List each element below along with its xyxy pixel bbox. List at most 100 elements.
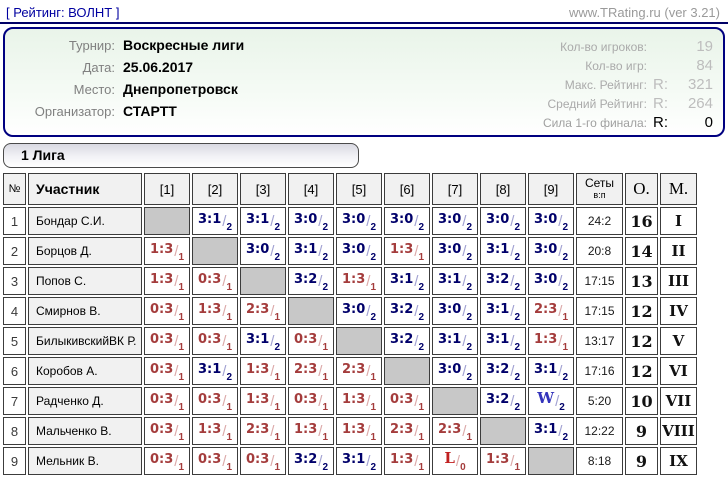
match-score: 3:1 — [485, 331, 510, 347]
score-slash: / — [366, 452, 371, 470]
match-points: 2 — [562, 281, 569, 293]
match-score: 0:3 — [149, 361, 174, 377]
score-slash: / — [462, 422, 467, 440]
match-score: 3:1 — [245, 211, 270, 227]
match-column-header: [1] — [144, 173, 190, 205]
score-slash: / — [510, 302, 515, 320]
match-points: 1 — [178, 461, 185, 473]
diagonal-cell — [480, 417, 526, 445]
score-slash: / — [270, 332, 275, 350]
match-score: W — [537, 389, 555, 407]
player-name-cell: Мальченко В. — [28, 417, 142, 445]
match-score: 3:1 — [341, 451, 366, 467]
score-slash: / — [414, 242, 419, 260]
info-stat-row: Макс. Рейтинг: R: 321 — [543, 76, 713, 95]
match-result-cell: 2:3/1 — [288, 357, 334, 385]
match-points: 2 — [514, 371, 521, 383]
match-result-cell: 3:0/2 — [432, 297, 478, 325]
match-result-cell: 3:2/2 — [480, 267, 526, 295]
match-column-header: [6] — [384, 173, 430, 205]
match-result-cell: 3:0/2 — [528, 267, 574, 295]
match-points: 2 — [322, 281, 329, 293]
match-result-cell: 1:3/1 — [336, 387, 382, 415]
match-points: 2 — [274, 341, 281, 353]
info-stat-label: Сила 1-го финала: — [542, 116, 647, 130]
stat-number: 321 — [687, 76, 713, 93]
match-points: 1 — [322, 341, 329, 353]
score-slash: / — [318, 422, 323, 440]
match-column-header: [3] — [240, 173, 286, 205]
score-slash: / — [366, 422, 371, 440]
match-result-cell: 0:3/1 — [144, 327, 190, 355]
info-field-label: Дата: — [82, 60, 115, 75]
player-number-cell: 3 — [3, 267, 26, 295]
score-slash: / — [414, 212, 419, 230]
player-row: 2 Борцов Д. 1:3/1 3:0/2 3:1/2 3:0/2 1:3/1 3:0/2… — [3, 237, 697, 265]
match-score: 0:3 — [197, 271, 222, 287]
match-column-header: [2] — [192, 173, 238, 205]
points-cell: 14 — [625, 237, 658, 265]
match-score: 3:0 — [293, 211, 318, 227]
match-points: 1 — [226, 401, 233, 413]
match-score: 3:0 — [437, 361, 462, 377]
player-name-cell: Попов С. — [28, 267, 142, 295]
match-result-cell: 0:3/1 — [192, 447, 238, 475]
match-points: 2 — [370, 311, 377, 323]
diagonal-cell — [336, 327, 382, 355]
score-slash: / — [366, 392, 371, 410]
player-number-cell: 8 — [3, 417, 26, 445]
match-points: 2 — [559, 402, 565, 413]
match-score: 3:0 — [341, 241, 366, 257]
match-result-cell: 3:2/2 — [384, 327, 430, 355]
match-score: 1:3 — [389, 451, 414, 467]
match-result-cell: 3:0/2 — [528, 237, 574, 265]
points-cell: 9 — [625, 417, 658, 445]
score-slash: / — [414, 392, 419, 410]
match-result-cell: 0:3/1 — [288, 327, 334, 355]
match-points: 1 — [370, 371, 377, 383]
match-points: 1 — [178, 341, 185, 353]
score-slash: / — [174, 452, 179, 470]
match-result-cell: 1:3/1 — [192, 297, 238, 325]
match-points: 2 — [274, 251, 281, 263]
sets-cell: 17:16 — [576, 357, 623, 385]
match-score: 1:3 — [293, 421, 318, 437]
match-points: 2 — [514, 221, 521, 233]
match-score: 1:3 — [149, 271, 174, 287]
match-result-cell: 3:1/2 — [192, 207, 238, 235]
match-points: 2 — [466, 281, 473, 293]
place-cell: III — [660, 267, 697, 295]
match-points: 2 — [514, 401, 521, 413]
match-score: 3:0 — [389, 211, 414, 227]
results-table-header-row: № Участник [1] [2] [3] [4] [5] [6] [7] [8] [9] Сеты… — [3, 173, 697, 205]
match-points: 1 — [370, 401, 377, 413]
score-slash: / — [462, 212, 467, 230]
match-points: 1 — [178, 431, 185, 443]
match-result-cell: 0:3/1 — [144, 297, 190, 325]
match-result-cell: 3:2/2 — [288, 447, 334, 475]
stat-number: 19 — [696, 38, 713, 55]
match-points: 1 — [514, 461, 521, 473]
top-bar: [ Рейтинг: ВОЛНТ ] www.TRating.ru (ver 3… — [0, 0, 728, 22]
rating-link[interactable]: [ Рейтинг: ВОЛНТ ] — [6, 4, 120, 20]
match-points: 2 — [466, 341, 473, 353]
match-score: 3:2 — [389, 331, 414, 347]
score-slash: / — [270, 212, 275, 230]
sets-cell: 24:2 — [576, 207, 623, 235]
info-stat-label: Средний Рейтинг: — [547, 97, 647, 111]
match-points: 1 — [226, 341, 233, 353]
stat-number: 84 — [696, 57, 713, 74]
match-points: 2 — [514, 341, 521, 353]
match-score: 2:3 — [341, 361, 366, 377]
match-result-cell: 3:1/2 — [432, 267, 478, 295]
match-result-cell: 3:0/2 — [336, 207, 382, 235]
info-field-value: Воскресные лиги — [123, 37, 245, 53]
match-score: 1:3 — [341, 391, 366, 407]
trating-site-link[interactable]: www.TRating.ru (ver 3.21) — [569, 4, 720, 20]
match-points: 2 — [562, 431, 569, 443]
player-name-cell: Бондар С.И. — [28, 207, 142, 235]
match-points: 1 — [562, 341, 569, 353]
match-result-cell: 0:3/1 — [240, 447, 286, 475]
match-result-cell: 0:3/1 — [144, 387, 190, 415]
info-field-value: 25.06.2017 — [123, 59, 194, 75]
